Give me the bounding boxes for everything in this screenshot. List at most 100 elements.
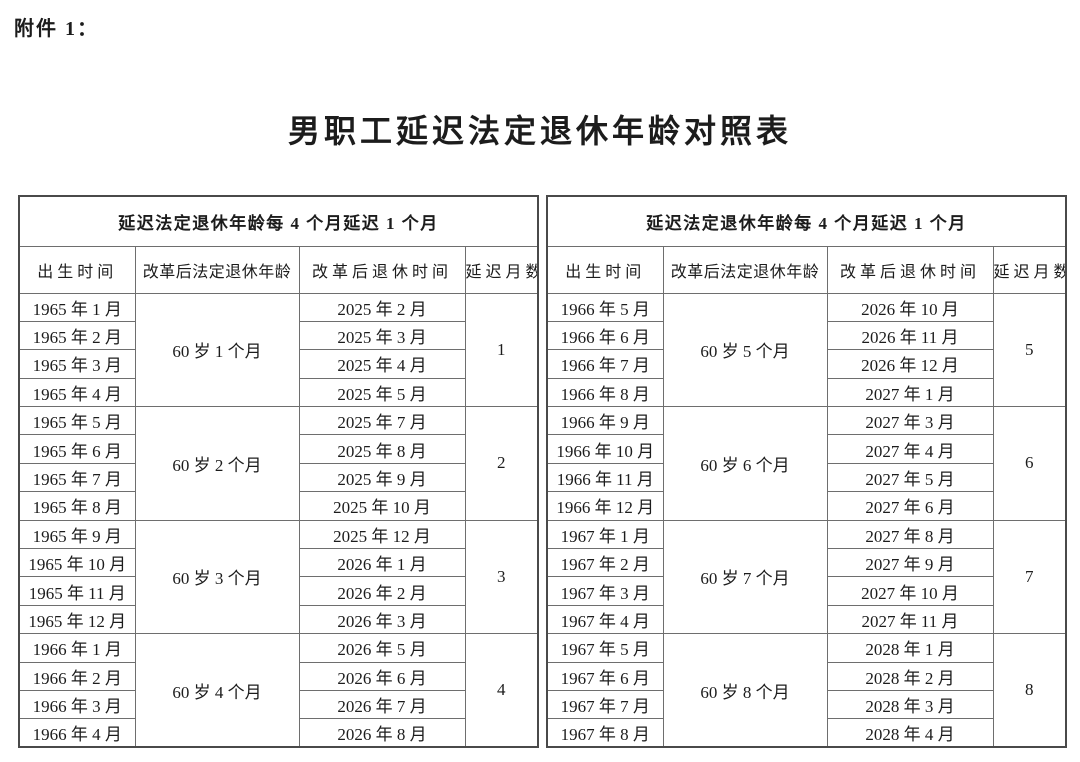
column-header-retirement-date: 改革后退休时间 <box>298 245 466 294</box>
retirement-month-cell: 2026 年 7 月 <box>298 689 466 720</box>
retirement-month-cell: 2028 年 4 月 <box>826 718 994 748</box>
table-row: 1966 年 6 月 2026 年 11 月 <box>546 320 1066 351</box>
retirement-age-cell: 60 岁 3 个月 <box>134 519 300 635</box>
retirement-month-cell: 2026 年 11 月 <box>826 320 994 351</box>
retirement-month-cell: 2025 年 2 月 <box>298 292 466 322</box>
birth-month-cell: 1967 年 4 月 <box>546 604 664 635</box>
table-row: 1966 年 5 月 60 岁 5 个月 2026 年 10 月 5 <box>546 292 1067 408</box>
retirement-month-cell: 2026 年 8 月 <box>298 718 466 748</box>
birth-month-cell: 1966 年 1 月 <box>18 633 136 663</box>
table-row: 1965 年 4 月 2025 年 5 月 <box>18 377 538 408</box>
table-header-row: 延迟法定退休年龄每 4 个月延迟 1 个月 <box>546 195 1067 247</box>
retirement-month-cell: 2027 年 4 月 <box>826 434 994 464</box>
retirement-month-cell: 2027 年 3 月 <box>826 406 994 436</box>
retirement-age-cell: 60 岁 8 个月 <box>662 633 828 748</box>
column-header-delay-months: 延迟月数 <box>992 245 1067 294</box>
column-header-birth-date: 出生时间 <box>18 245 136 294</box>
column-header-retirement-date: 改革后退休时间 <box>826 245 994 294</box>
birth-month-cell: 1965 年 2 月 <box>18 320 136 351</box>
retirement-month-cell: 2025 年 10 月 <box>298 491 466 521</box>
retirement-age-cell: 60 岁 1 个月 <box>134 292 300 408</box>
retirement-month-cell: 2025 年 12 月 <box>298 519 466 550</box>
birth-month-cell: 1966 年 10 月 <box>546 434 664 464</box>
birth-month-cell: 1966 年 6 月 <box>546 320 664 351</box>
table-row: 1967 年 7 月 2028 年 3 月 <box>546 689 1066 720</box>
delay-months-cell: 3 <box>464 519 539 635</box>
birth-month-cell: 1967 年 6 月 <box>546 661 664 691</box>
table-row: 1966 年 7 月 2026 年 12 月 <box>546 349 1066 379</box>
delay-months-cell: 4 <box>464 633 539 748</box>
tables-container: 延迟法定退休年龄每 4 个月延迟 1 个月 出生时间 改革后法定退休年龄 改革后… <box>18 195 1067 749</box>
birth-month-cell: 1966 年 9 月 <box>546 406 664 436</box>
retirement-month-cell: 2026 年 2 月 <box>298 576 466 606</box>
birth-month-cell: 1966 年 7 月 <box>546 349 664 379</box>
retirement-month-cell: 2026 年 1 月 <box>298 548 466 578</box>
retirement-month-cell: 2027 年 5 月 <box>826 462 994 493</box>
delay-months-cell: 7 <box>992 519 1067 635</box>
retirement-month-cell: 2027 年 1 月 <box>826 377 994 408</box>
table-header-title: 延迟法定退休年龄每 4 个月延迟 1 个月 <box>546 195 1067 247</box>
retirement-month-cell: 2027 年 6 月 <box>826 491 994 521</box>
retirement-month-cell: 2027 年 8 月 <box>826 519 994 550</box>
table-row: 1965 年 5 月 60 岁 2 个月 2025 年 7 月 2 <box>18 406 539 521</box>
delay-months-cell: 8 <box>992 633 1067 748</box>
table-row: 1967 年 3 月 2027 年 10 月 <box>546 576 1066 606</box>
birth-month-cell: 1965 年 10 月 <box>18 548 136 578</box>
retirement-month-cell: 2028 年 3 月 <box>826 689 994 720</box>
birth-month-cell: 1967 年 1 月 <box>546 519 664 550</box>
table-header-title: 延迟法定退休年龄每 4 个月延迟 1 个月 <box>18 195 539 247</box>
birth-month-cell: 1967 年 3 月 <box>546 576 664 606</box>
retirement-age-cell: 60 岁 2 个月 <box>134 406 300 521</box>
column-header-retirement-age: 改革后法定退休年龄 <box>134 245 300 294</box>
table-row: 1965 年 3 月 2025 年 4 月 <box>18 349 538 379</box>
retirement-month-cell: 2026 年 6 月 <box>298 661 466 691</box>
birth-month-cell: 1965 年 4 月 <box>18 377 136 408</box>
birth-month-cell: 1965 年 5 月 <box>18 406 136 436</box>
birth-month-cell: 1966 年 12 月 <box>546 491 664 521</box>
birth-month-cell: 1965 年 3 月 <box>18 349 136 379</box>
column-header-row: 出生时间 改革后法定退休年龄 改革后退休时间 延迟月数 <box>546 245 1067 294</box>
birth-month-cell: 1965 年 12 月 <box>18 604 136 635</box>
retirement-month-cell: 2028 年 1 月 <box>826 633 994 663</box>
table-row: 1965 年 8 月 2025 年 10 月 <box>18 491 538 521</box>
birth-month-cell: 1967 年 2 月 <box>546 548 664 578</box>
table-row: 1966 年 1 月 60 岁 4 个月 2026 年 5 月 4 <box>18 633 539 748</box>
retirement-month-cell: 2025 年 4 月 <box>298 349 466 379</box>
column-header-retirement-age: 改革后法定退休年龄 <box>662 245 828 294</box>
page-title: 男职工延迟法定退休年龄对照表 <box>287 113 792 149</box>
birth-month-cell: 1967 年 5 月 <box>546 633 664 663</box>
retirement-month-cell: 2025 年 3 月 <box>298 320 466 351</box>
table-row: 1965 年 9 月 60 岁 3 个月 2025 年 12 月 3 <box>18 519 539 635</box>
table-row: 1966 年 11 月 2027 年 5 月 <box>546 462 1066 493</box>
table-row: 1967 年 6 月 2028 年 2 月 <box>546 661 1066 691</box>
retirement-month-cell: 2025 年 8 月 <box>298 434 466 464</box>
retirement-month-cell: 2026 年 10 月 <box>826 292 994 322</box>
birth-month-cell: 1966 年 4 月 <box>18 718 136 748</box>
delay-months-cell: 5 <box>992 292 1067 408</box>
table-row: 1967 年 5 月 60 岁 8 个月 2028 年 1 月 8 <box>546 633 1067 748</box>
retirement-age-cell: 60 岁 4 个月 <box>134 633 300 748</box>
retirement-month-cell: 2026 年 3 月 <box>298 604 466 635</box>
delay-months-cell: 1 <box>464 292 539 408</box>
table-row: 1967 年 1 月 60 岁 7 个月 2027 年 8 月 7 <box>546 519 1067 635</box>
table-row: 1966 年 4 月 2026 年 8 月 <box>18 718 538 748</box>
table-row: 1965 年 2 月 2025 年 3 月 <box>18 320 538 351</box>
table-row: 1965 年 7 月 2025 年 9 月 <box>18 462 538 493</box>
birth-month-cell: 1966 年 5 月 <box>546 292 664 322</box>
retirement-month-cell: 2027 年 11 月 <box>826 604 994 635</box>
birth-month-cell: 1965 年 1 月 <box>18 292 136 322</box>
delay-months-cell: 6 <box>992 406 1067 521</box>
attachment-label: 附件 1： <box>14 18 99 40</box>
retirement-month-cell: 2027 年 9 月 <box>826 548 994 578</box>
table-row: 1966 年 10 月 2027 年 4 月 <box>546 434 1066 464</box>
retirement-age-cell: 60 岁 5 个月 <box>662 292 828 408</box>
retirement-age-cell: 60 岁 6 个月 <box>662 406 828 521</box>
table-header-row: 延迟法定退休年龄每 4 个月延迟 1 个月 <box>18 195 539 247</box>
table-row: 1966 年 2 月 2026 年 6 月 <box>18 661 538 691</box>
retirement-age-cell: 60 岁 7 个月 <box>662 519 828 635</box>
delay-months-cell: 2 <box>464 406 539 521</box>
retirement-month-cell: 2028 年 2 月 <box>826 661 994 691</box>
column-header-birth-date: 出生时间 <box>546 245 664 294</box>
table-row: 1965 年 11 月 2026 年 2 月 <box>18 576 538 606</box>
birth-month-cell: 1965 年 8 月 <box>18 491 136 521</box>
